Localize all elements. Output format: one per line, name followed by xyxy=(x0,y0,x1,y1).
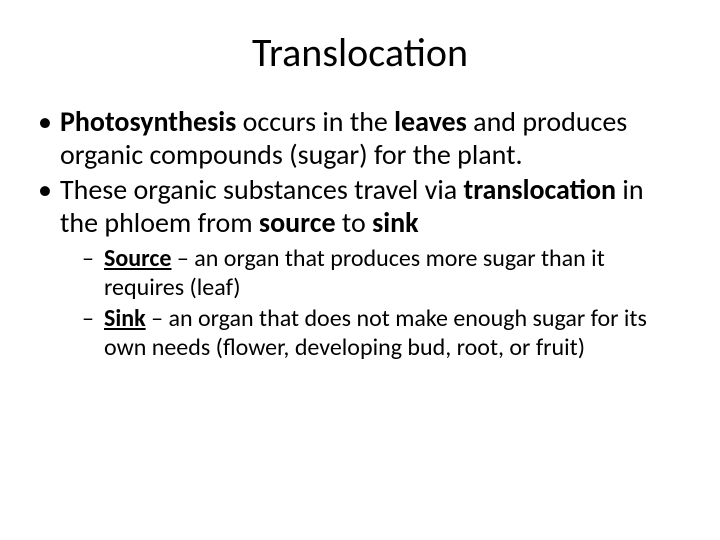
bullet-item-1: Photosynthesis occurs in the leaves and … xyxy=(36,105,684,171)
sub-bullet-list: Source – an organ that produces more sug… xyxy=(60,245,684,362)
text-bold: sink xyxy=(372,205,419,240)
bullet-item-2: These organic substances travel via tran… xyxy=(36,173,684,362)
text: occurs in the xyxy=(236,104,394,139)
text-bold-underline: Sink xyxy=(104,304,146,333)
slide: Translocation Photosynthesis occurs in t… xyxy=(0,0,720,540)
text-bold: translocation xyxy=(464,172,617,207)
text: These organic substances travel via xyxy=(60,172,464,207)
text-bold: leaves xyxy=(394,104,467,139)
text: to xyxy=(336,205,373,240)
slide-title: Translocation xyxy=(30,28,690,77)
text-bold: Photosynthesis xyxy=(60,104,236,139)
text-bold-underline: Source xyxy=(104,244,171,273)
text-bold: source xyxy=(259,205,336,240)
text: – an organ that produces more sugar than… xyxy=(104,244,605,302)
sub-bullet-item-1: Source – an organ that produces more sug… xyxy=(82,245,684,303)
text: – an organ that does not make enough sug… xyxy=(104,304,647,362)
sub-bullet-item-2: Sink – an organ that does not make enoug… xyxy=(82,305,684,363)
bullet-list: Photosynthesis occurs in the leaves and … xyxy=(30,105,690,362)
